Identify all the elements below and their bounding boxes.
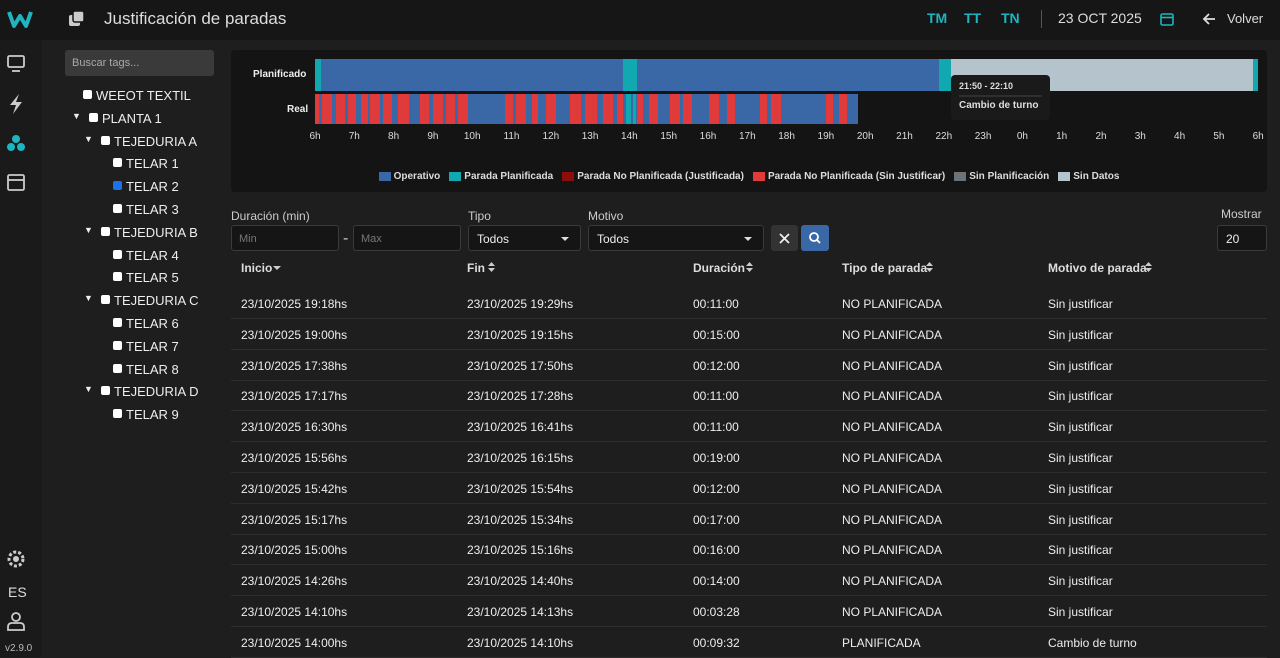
table-cell: 00:03:28 (693, 605, 740, 619)
table-cell: 00:12:00 (693, 359, 740, 373)
table-cell: 23/10/2025 19:29hs (467, 297, 573, 311)
table-cell: 00:14:00 (693, 574, 740, 588)
expand-arrow[interactable]: ▼ (84, 384, 93, 394)
table-cell: 23/10/2025 14:40hs (467, 574, 573, 588)
table-cell: Sin justificar (1048, 451, 1113, 465)
table-cell: 00:11:00 (693, 420, 739, 434)
tree-label[interactable]: TEJEDURIA C (114, 293, 199, 308)
table-cell: Sin justificar (1048, 574, 1113, 588)
table-cell: 23/10/2025 16:15hs (467, 451, 573, 465)
sort-arrows[interactable] (0, 0, 1280, 280)
table-cell: 23/10/2025 16:41hs (467, 420, 573, 434)
table-cell: 23/10/2025 14:10hs (241, 605, 347, 619)
table-cell: Sin justificar (1048, 543, 1113, 557)
tree-label[interactable]: TELAR 8 (126, 362, 179, 377)
table-cell: Sin justificar (1048, 605, 1113, 619)
table-cell: Sin justificar (1048, 513, 1113, 527)
expand-arrow[interactable]: ▼ (84, 293, 93, 303)
table-cell: NO PLANIFICADA (842, 328, 942, 342)
table-cell: 23/10/2025 15:34hs (467, 513, 573, 527)
checkbox[interactable] (113, 341, 122, 350)
table-cell: 00:09:32 (693, 636, 740, 650)
table-cell: 00:12:00 (693, 482, 740, 496)
table-cell: 23/10/2025 19:00hs (241, 328, 347, 342)
table-cell: Sin justificar (1048, 389, 1113, 403)
table-cell: 23/10/2025 14:10hs (467, 636, 573, 650)
checkbox[interactable] (101, 386, 110, 395)
table-cell: Sin justificar (1048, 359, 1113, 373)
table-cell: 23/10/2025 17:38hs (241, 359, 347, 373)
checkbox[interactable] (113, 318, 122, 327)
table-cell: 23/10/2025 15:00hs (241, 543, 347, 557)
user-icon[interactable] (6, 611, 26, 631)
table-cell: 00:17:00 (693, 513, 740, 527)
checkbox[interactable] (113, 409, 122, 418)
table-cell: 00:11:00 (693, 297, 739, 311)
table-cell: Sin justificar (1048, 420, 1113, 434)
table-cell: 23/10/2025 15:16hs (467, 543, 573, 557)
tree-label[interactable]: TEJEDURIA D (114, 384, 199, 399)
table-cell: Sin justificar (1048, 297, 1113, 311)
version: v2.9.0 (5, 643, 32, 654)
table-cell: 23/10/2025 15:17hs (241, 513, 347, 527)
table-cell: 00:19:00 (693, 451, 740, 465)
table-cell: NO PLANIFICADA (842, 574, 942, 588)
settings-icon[interactable] (6, 549, 26, 569)
table-cell: Sin justificar (1048, 328, 1113, 342)
checkbox[interactable] (101, 295, 110, 304)
table-cell: PLANIFICADA (842, 636, 921, 650)
table-cell: 00:11:00 (693, 389, 739, 403)
table-cell: Cambio de turno (1048, 636, 1137, 650)
table-cell: NO PLANIFICADA (842, 543, 942, 557)
table-cell: 00:15:00 (693, 328, 740, 342)
tree-label[interactable]: TELAR 9 (126, 407, 179, 422)
tree-label[interactable]: TELAR 6 (126, 316, 179, 331)
table-cell: 23/10/2025 14:13hs (467, 605, 573, 619)
table-cell: 23/10/2025 15:54hs (467, 482, 573, 496)
table-cell: NO PLANIFICADA (842, 389, 942, 403)
table-cell: NO PLANIFICADA (842, 482, 942, 496)
table-cell: 23/10/2025 17:17hs (241, 389, 347, 403)
table-cell: 23/10/2025 14:00hs (241, 636, 347, 650)
table-cell: NO PLANIFICADA (842, 359, 942, 373)
table-cell: NO PLANIFICADA (842, 420, 942, 434)
tree-label[interactable]: TELAR 7 (126, 339, 179, 354)
table-cell: 23/10/2025 17:50hs (467, 359, 573, 373)
table-cell: NO PLANIFICADA (842, 605, 942, 619)
table-cell: 23/10/2025 14:26hs (241, 574, 347, 588)
table-cell: 23/10/2025 16:30hs (241, 420, 347, 434)
table-cell: 23/10/2025 17:28hs (467, 389, 573, 403)
table-cell: 23/10/2025 19:18hs (241, 297, 347, 311)
table-cell: Sin justificar (1048, 482, 1113, 496)
table-cell: NO PLANIFICADA (842, 451, 942, 465)
table-cell: 23/10/2025 15:56hs (241, 451, 347, 465)
language[interactable]: ES (8, 584, 27, 600)
checkbox[interactable] (113, 364, 122, 373)
table-cell: 23/10/2025 19:15hs (467, 328, 573, 342)
table-cell: NO PLANIFICADA (842, 297, 942, 311)
table-cell: 23/10/2025 15:42hs (241, 482, 347, 496)
table-cell: 00:16:00 (693, 543, 740, 557)
table-cell: NO PLANIFICADA (842, 513, 942, 527)
